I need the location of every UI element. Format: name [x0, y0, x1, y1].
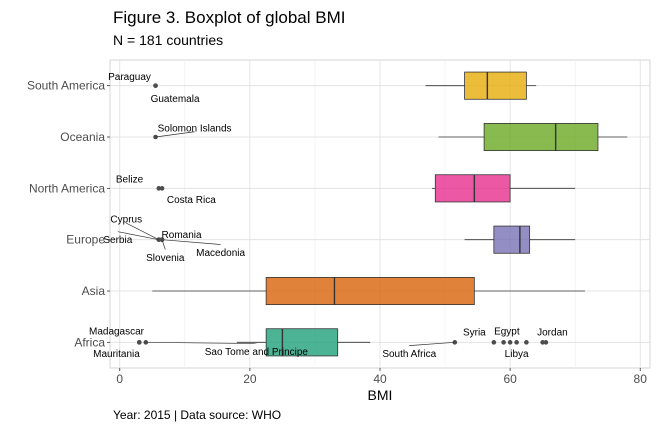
outlier-label: Slovenia	[146, 253, 185, 264]
x-tick-label: 80	[634, 372, 648, 386]
category-label-asia: Asia	[82, 284, 106, 298]
label-leader-line	[126, 222, 159, 240]
x-tick-label: 0	[116, 372, 123, 386]
label-leader-line	[409, 341, 455, 346]
outlier-point	[136, 340, 142, 345]
outlier-label: South Africa	[382, 349, 436, 360]
outlier-label: Romania	[162, 230, 202, 241]
outlier-point	[156, 186, 162, 191]
x-tick-label: 20	[243, 372, 257, 386]
outlier-label: Syria	[463, 328, 486, 339]
outlier-point	[507, 340, 513, 345]
x-tick-label: 60	[503, 372, 517, 386]
box-africa	[265, 328, 339, 357]
x-axis-title: BMI	[368, 387, 393, 403]
label-leader-line	[155, 131, 195, 138]
outlier-label: Libya	[505, 349, 529, 360]
box-north-america	[434, 174, 511, 203]
outlier-label: Solomon Islands	[158, 123, 232, 134]
outlier-label: Cyprus	[110, 215, 142, 226]
box-asia	[265, 276, 475, 306]
category-label-north-america: North America	[29, 181, 105, 195]
outlier-label: Costa Rica	[167, 195, 216, 206]
category-label-europe: Europe	[66, 233, 105, 247]
label-leader-line	[162, 239, 221, 245]
x-tick-label: 40	[373, 372, 387, 386]
outlier-label: Egypt	[494, 327, 520, 338]
outlier-point	[543, 340, 549, 345]
outlier-label: Madagascar	[89, 327, 145, 338]
outlier-label: Paraguay	[108, 72, 151, 83]
outlier-label: Jordan	[537, 328, 568, 339]
category-label-south-america: South America	[27, 79, 105, 93]
outlier-point	[524, 340, 529, 345]
outlier-label: Guatemala	[151, 94, 200, 105]
label-leader-line	[161, 239, 166, 250]
box-south-america	[464, 71, 527, 100]
category-label-africa: Africa	[74, 335, 105, 349]
chart-title: Figure 3. Boxplot of global BMI	[113, 8, 345, 27]
label-leader-line	[145, 341, 257, 344]
outlier-point	[153, 83, 158, 88]
category-label-oceania: Oceania	[60, 130, 105, 144]
outlier-point	[491, 340, 497, 345]
outlier-point	[514, 340, 519, 345]
outlier-label: Sao Tome and Principe	[205, 347, 309, 358]
outlier-label: Serbia	[103, 235, 132, 246]
box-europe	[493, 225, 531, 254]
label-leader-line	[117, 231, 159, 241]
outlier-label: Belize	[116, 175, 144, 186]
outlier-label: Mauritania	[93, 349, 140, 360]
box-oceania	[483, 122, 599, 152]
outlier-label: Macedonia	[196, 248, 245, 259]
chart-subtitle: N = 181 countries	[113, 32, 223, 48]
outlier-point	[159, 186, 165, 191]
outlier-point	[501, 340, 506, 345]
outlier-point	[540, 340, 545, 345]
chart-caption: Year: 2015 | Data source: WHO	[113, 408, 281, 422]
